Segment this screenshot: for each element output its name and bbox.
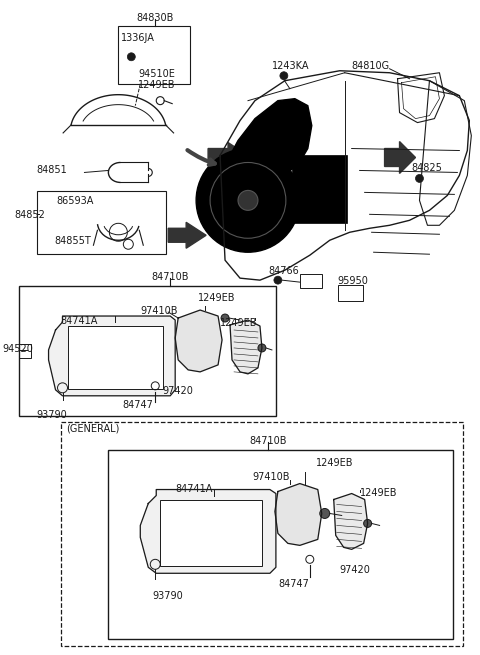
Text: 84830B: 84830B: [136, 13, 174, 23]
Circle shape: [221, 314, 229, 322]
Circle shape: [196, 149, 300, 252]
Bar: [19, 286, 276, 416]
Text: 84855T: 84855T: [55, 236, 91, 246]
Text: 1249EB: 1249EB: [198, 293, 236, 303]
Text: 84747: 84747: [122, 400, 153, 410]
Circle shape: [127, 53, 135, 61]
Text: 84741A: 84741A: [175, 483, 213, 494]
Text: 97420: 97420: [162, 386, 193, 396]
Text: 84710B: 84710B: [249, 436, 287, 445]
Polygon shape: [230, 320, 262, 374]
Text: 86593A: 86593A: [57, 196, 94, 206]
Text: 84825: 84825: [411, 164, 443, 174]
Circle shape: [274, 276, 282, 284]
Text: 1249EB: 1249EB: [138, 80, 176, 90]
Text: 95950: 95950: [338, 276, 369, 286]
Bar: [338, 285, 363, 301]
Text: 84766: 84766: [268, 266, 299, 276]
Text: 84741A: 84741A: [60, 316, 98, 326]
Text: 97410B: 97410B: [140, 306, 178, 316]
Text: 84852: 84852: [15, 210, 46, 220]
Text: 93790: 93790: [36, 410, 67, 420]
Text: 97420: 97420: [340, 565, 371, 575]
Text: 1336JA: 1336JA: [121, 33, 155, 43]
Text: 94510E: 94510E: [138, 69, 175, 79]
Bar: [292, 155, 347, 223]
Bar: [19, 344, 31, 358]
Bar: [160, 500, 262, 567]
Circle shape: [320, 508, 330, 519]
Bar: [60, 422, 463, 646]
Text: 97410B: 97410B: [252, 472, 289, 481]
Polygon shape: [208, 143, 248, 168]
Polygon shape: [384, 141, 416, 174]
Text: (GENERAL): (GENERAL): [67, 424, 120, 434]
Text: 1249EB: 1249EB: [316, 458, 353, 468]
Polygon shape: [168, 222, 206, 248]
Polygon shape: [215, 99, 312, 189]
Text: 1249EB: 1249EB: [220, 318, 258, 328]
Text: 84810G: 84810G: [352, 61, 390, 71]
Text: 1243KA: 1243KA: [272, 61, 310, 71]
Polygon shape: [175, 310, 222, 372]
Text: 1249EB: 1249EB: [360, 487, 397, 498]
Text: 84710B: 84710B: [152, 272, 189, 282]
Circle shape: [364, 519, 372, 527]
Circle shape: [416, 174, 423, 183]
Circle shape: [238, 191, 258, 210]
Circle shape: [280, 72, 288, 80]
Bar: [69, 326, 163, 389]
Bar: [108, 449, 454, 639]
Polygon shape: [48, 316, 175, 396]
Polygon shape: [140, 489, 276, 573]
Text: 93790: 93790: [152, 591, 183, 601]
Circle shape: [258, 344, 266, 352]
Bar: [36, 191, 166, 254]
Polygon shape: [334, 493, 368, 550]
Text: 94520: 94520: [3, 344, 34, 354]
Text: 84851: 84851: [36, 166, 67, 176]
Polygon shape: [275, 483, 322, 546]
Bar: [300, 274, 322, 288]
Text: 84747: 84747: [278, 579, 309, 590]
Bar: [119, 26, 190, 84]
